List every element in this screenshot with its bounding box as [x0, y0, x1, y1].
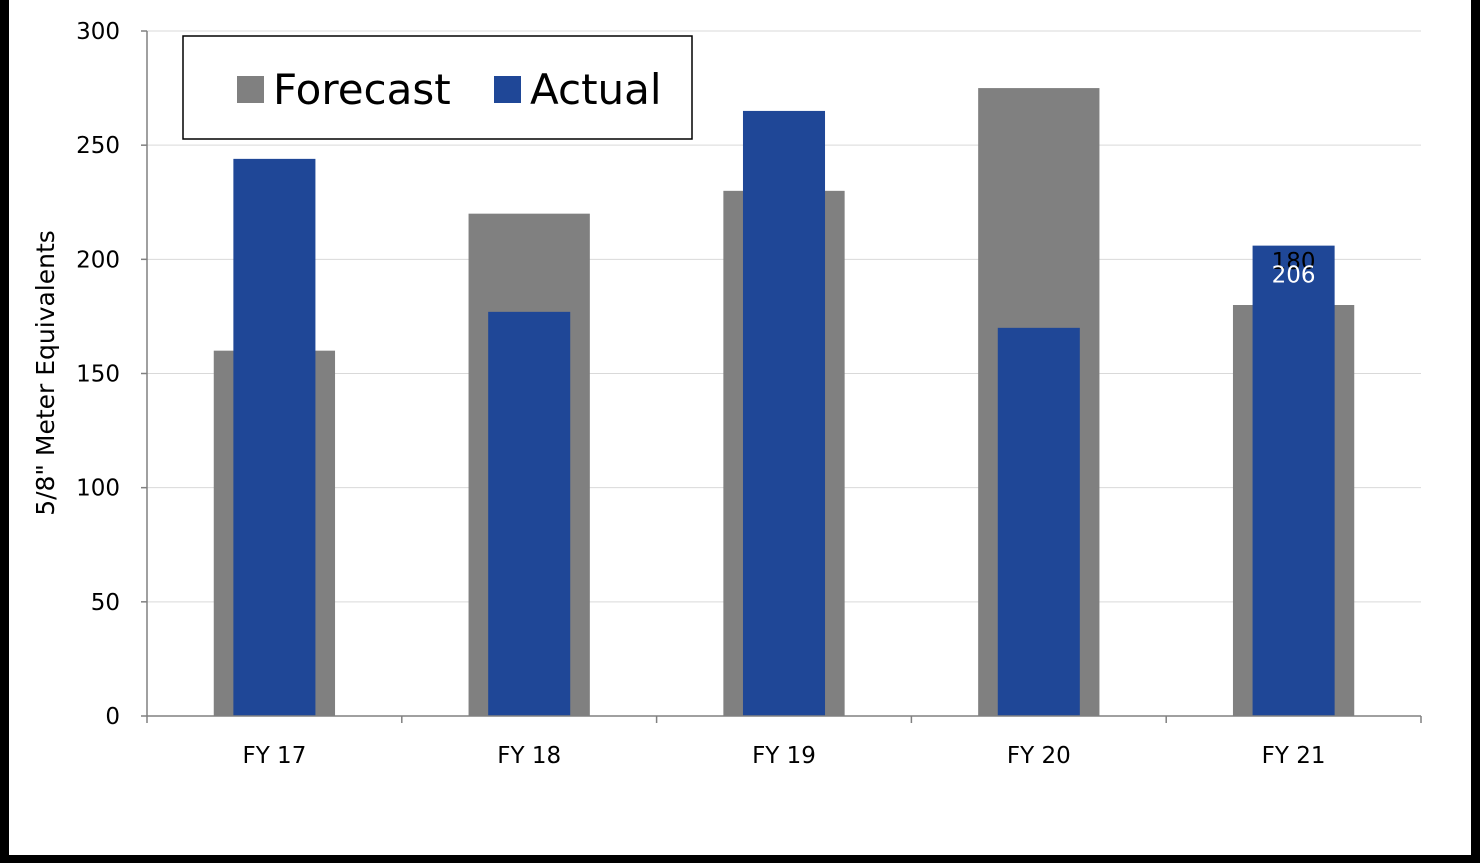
bar-actual-fy-18 [488, 311, 571, 716]
legend: Forecast Actual [182, 35, 693, 140]
y-tick-label-150: 150 [76, 362, 120, 388]
x-tick-label-fy-19: FY 19 [752, 743, 816, 769]
x-tick-label-fy-20: FY 20 [1007, 743, 1071, 769]
legend-label-actual: Actual [530, 65, 662, 114]
legend-box [182, 35, 693, 140]
legend-swatch-actual [494, 76, 521, 103]
bar-actual-fy-20 [997, 327, 1080, 716]
y-tick-label-100: 100 [76, 476, 120, 502]
legend-swatch-forecast [237, 76, 264, 103]
y-tick-label-250: 250 [76, 133, 120, 159]
y-tick-label-200: 200 [76, 247, 120, 273]
legend-label-forecast: Forecast [273, 65, 451, 114]
y-tick-label-0: 0 [105, 704, 120, 730]
x-tick-label-fy-18: FY 18 [497, 743, 561, 769]
x-tick-label-fy-17: FY 17 [242, 743, 306, 769]
bar-actual-fy-21 [1252, 245, 1335, 716]
data-label-forecast-0: 180 [1272, 249, 1316, 275]
y-axis-title: 5/8" Meter Equivalents [31, 230, 60, 516]
data-label-actual-1: 206 [1272, 263, 1316, 289]
y-tick-label-50: 50 [91, 590, 120, 616]
bar-actual-fy-17 [233, 158, 316, 716]
bars [213, 88, 1355, 717]
axes: 0 50 100 150 200 250 300 FY 17 FY 18 FY 19 FY 20 FY… [76, 19, 1422, 769]
bar-actual-fy-19 [742, 110, 826, 716]
x-tick-label-fy-21: FY 21 [1262, 743, 1326, 769]
y-tick-label-300: 300 [76, 19, 120, 45]
